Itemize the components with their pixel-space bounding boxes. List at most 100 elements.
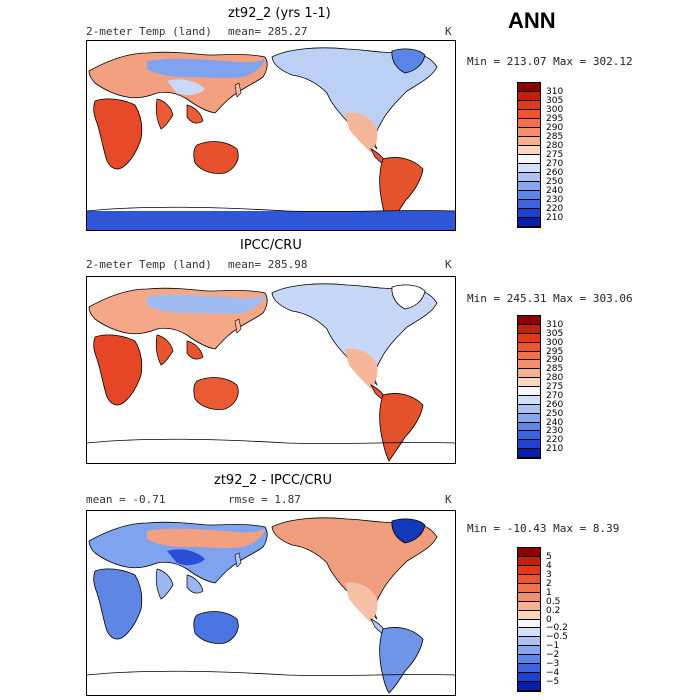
colorbar-label: 260	[546, 399, 564, 410]
colorbar-label: 0.2	[546, 605, 561, 616]
colorbar-label: 270	[546, 159, 564, 169]
colorbar-box	[518, 110, 540, 119]
colorbar-box	[518, 655, 540, 665]
colorbar-label: 310	[546, 87, 564, 97]
colorbar-box	[518, 191, 540, 200]
colorbar-box	[518, 682, 540, 691]
colorbar-box	[518, 637, 540, 647]
colorbar-label: 300	[546, 337, 564, 348]
panel-2-variable-label: 2-meter Temp (land)	[86, 258, 212, 271]
colorbar-box	[518, 316, 540, 325]
colorbar-box	[518, 342, 540, 352]
colorbar-label: 230	[546, 195, 564, 205]
panel-3-rmse: rmse = 1.87	[228, 493, 301, 506]
colorbar-label: 0.5	[546, 596, 561, 607]
colorbar-label: 310	[546, 319, 564, 330]
panel-2-title: IPCC/CRU	[240, 238, 302, 253]
panel-1-map	[86, 40, 456, 231]
colorbar-label: 295	[546, 114, 564, 124]
colorbar-box	[518, 548, 540, 557]
colorbar-box	[518, 646, 540, 656]
colorbar-box	[518, 395, 540, 405]
colorbar-box	[518, 619, 540, 629]
colorbar-label: 250	[546, 408, 564, 419]
colorbar-box	[518, 673, 540, 683]
colorbar-label: −3	[546, 659, 560, 670]
colorbar-box	[518, 360, 540, 370]
colorbar-box	[518, 369, 540, 379]
colorbar-label: 1	[546, 587, 552, 598]
colorbar-label: 275	[546, 382, 564, 392]
colorbar-label: −1	[546, 641, 560, 652]
colorbar-label: 250	[546, 177, 564, 187]
colorbar-label: 210	[546, 213, 564, 223]
colorbar-label: 290	[546, 123, 564, 133]
colorbar-box	[518, 440, 540, 450]
colorbar-label: −4	[546, 668, 560, 679]
colorbar-box	[518, 128, 540, 137]
colorbar-box	[518, 574, 540, 584]
colorbar-label: 295	[546, 346, 564, 357]
colorbar-box	[518, 119, 540, 128]
colorbar-box	[518, 182, 540, 191]
colorbar-box	[518, 601, 540, 611]
colorbar-label: −2	[546, 650, 560, 661]
panel-3-minmax: Min = -10.43 Max = 8.39	[467, 522, 620, 535]
colorbar-label: −0.5	[546, 632, 568, 643]
colorbar-box	[518, 137, 540, 146]
panel-2-mean: mean= 285.98	[228, 258, 308, 271]
panel-3-map	[86, 510, 456, 696]
colorbar-label: 280	[546, 373, 564, 384]
colorbar-label: 240	[546, 417, 564, 428]
panel-2-units: K	[445, 258, 452, 271]
panel-2-map	[86, 276, 456, 464]
colorbar-label: 220	[546, 204, 564, 214]
colorbar-label: −0.2	[546, 623, 568, 634]
colorbar-label: 275	[546, 150, 564, 160]
colorbar-box	[518, 565, 540, 575]
colorbar-box	[518, 422, 540, 432]
colorbar-box	[518, 92, 540, 101]
colorbar-box	[518, 200, 540, 209]
panel-2-colorbar: 310 305 300 295 290 285 280 275 270 260 250 240 230 2…	[517, 315, 563, 459]
colorbar-label: 305	[546, 328, 564, 339]
season-label: ANN	[508, 8, 556, 33]
colorbar-label: 260	[546, 168, 564, 178]
colorbar-box	[518, 556, 540, 566]
panel-1-minmax: Min = 213.07 Max = 302.12	[467, 55, 633, 68]
colorbar-box	[518, 583, 540, 593]
colorbar-label: 210	[546, 444, 564, 455]
colorbar-box	[518, 351, 540, 361]
panel-1-mean: mean= 285.27	[228, 25, 308, 38]
colorbar-box	[518, 101, 540, 110]
colorbar-box	[518, 664, 540, 674]
colorbar-label: 300	[546, 105, 564, 115]
colorbar-label: 2	[546, 578, 552, 589]
panel-1-units: K	[445, 25, 452, 38]
colorbar-label: 3	[546, 569, 552, 580]
colorbar-label: 290	[546, 355, 564, 366]
panel-3-title: zt92_2 - IPCC/CRU	[214, 473, 333, 488]
panel-3-colorbar: 5 4 3 2 1 0.5 0.2 0 −0.2 −0.5 −1 −2 −3 −4 −5	[517, 547, 568, 692]
colorbar-label: 0	[546, 614, 552, 625]
colorbar-box	[518, 164, 540, 173]
colorbar-box	[518, 146, 540, 155]
colorbar-box	[518, 209, 540, 218]
colorbar-box	[518, 404, 540, 414]
colorbar-box	[518, 155, 540, 164]
colorbar-box	[518, 83, 540, 92]
colorbar-label: 5	[546, 551, 552, 562]
colorbar-label: 230	[546, 426, 564, 437]
colorbar-box	[518, 610, 540, 620]
panel-1-title: zt92_2 (yrs 1-1)	[228, 6, 331, 21]
colorbar-label: 240	[546, 186, 564, 196]
panel-2-minmax: Min = 245.31 Max = 303.06	[467, 292, 633, 305]
colorbar-box	[518, 628, 540, 638]
colorbar-box	[518, 173, 540, 182]
colorbar-label: −5	[546, 677, 560, 688]
colorbar-box	[518, 324, 540, 334]
colorbar-box	[518, 431, 540, 441]
panel-3-mean: mean = -0.71	[86, 493, 166, 506]
colorbar-label: 4	[546, 560, 552, 571]
panel-3-units: K	[445, 493, 452, 506]
